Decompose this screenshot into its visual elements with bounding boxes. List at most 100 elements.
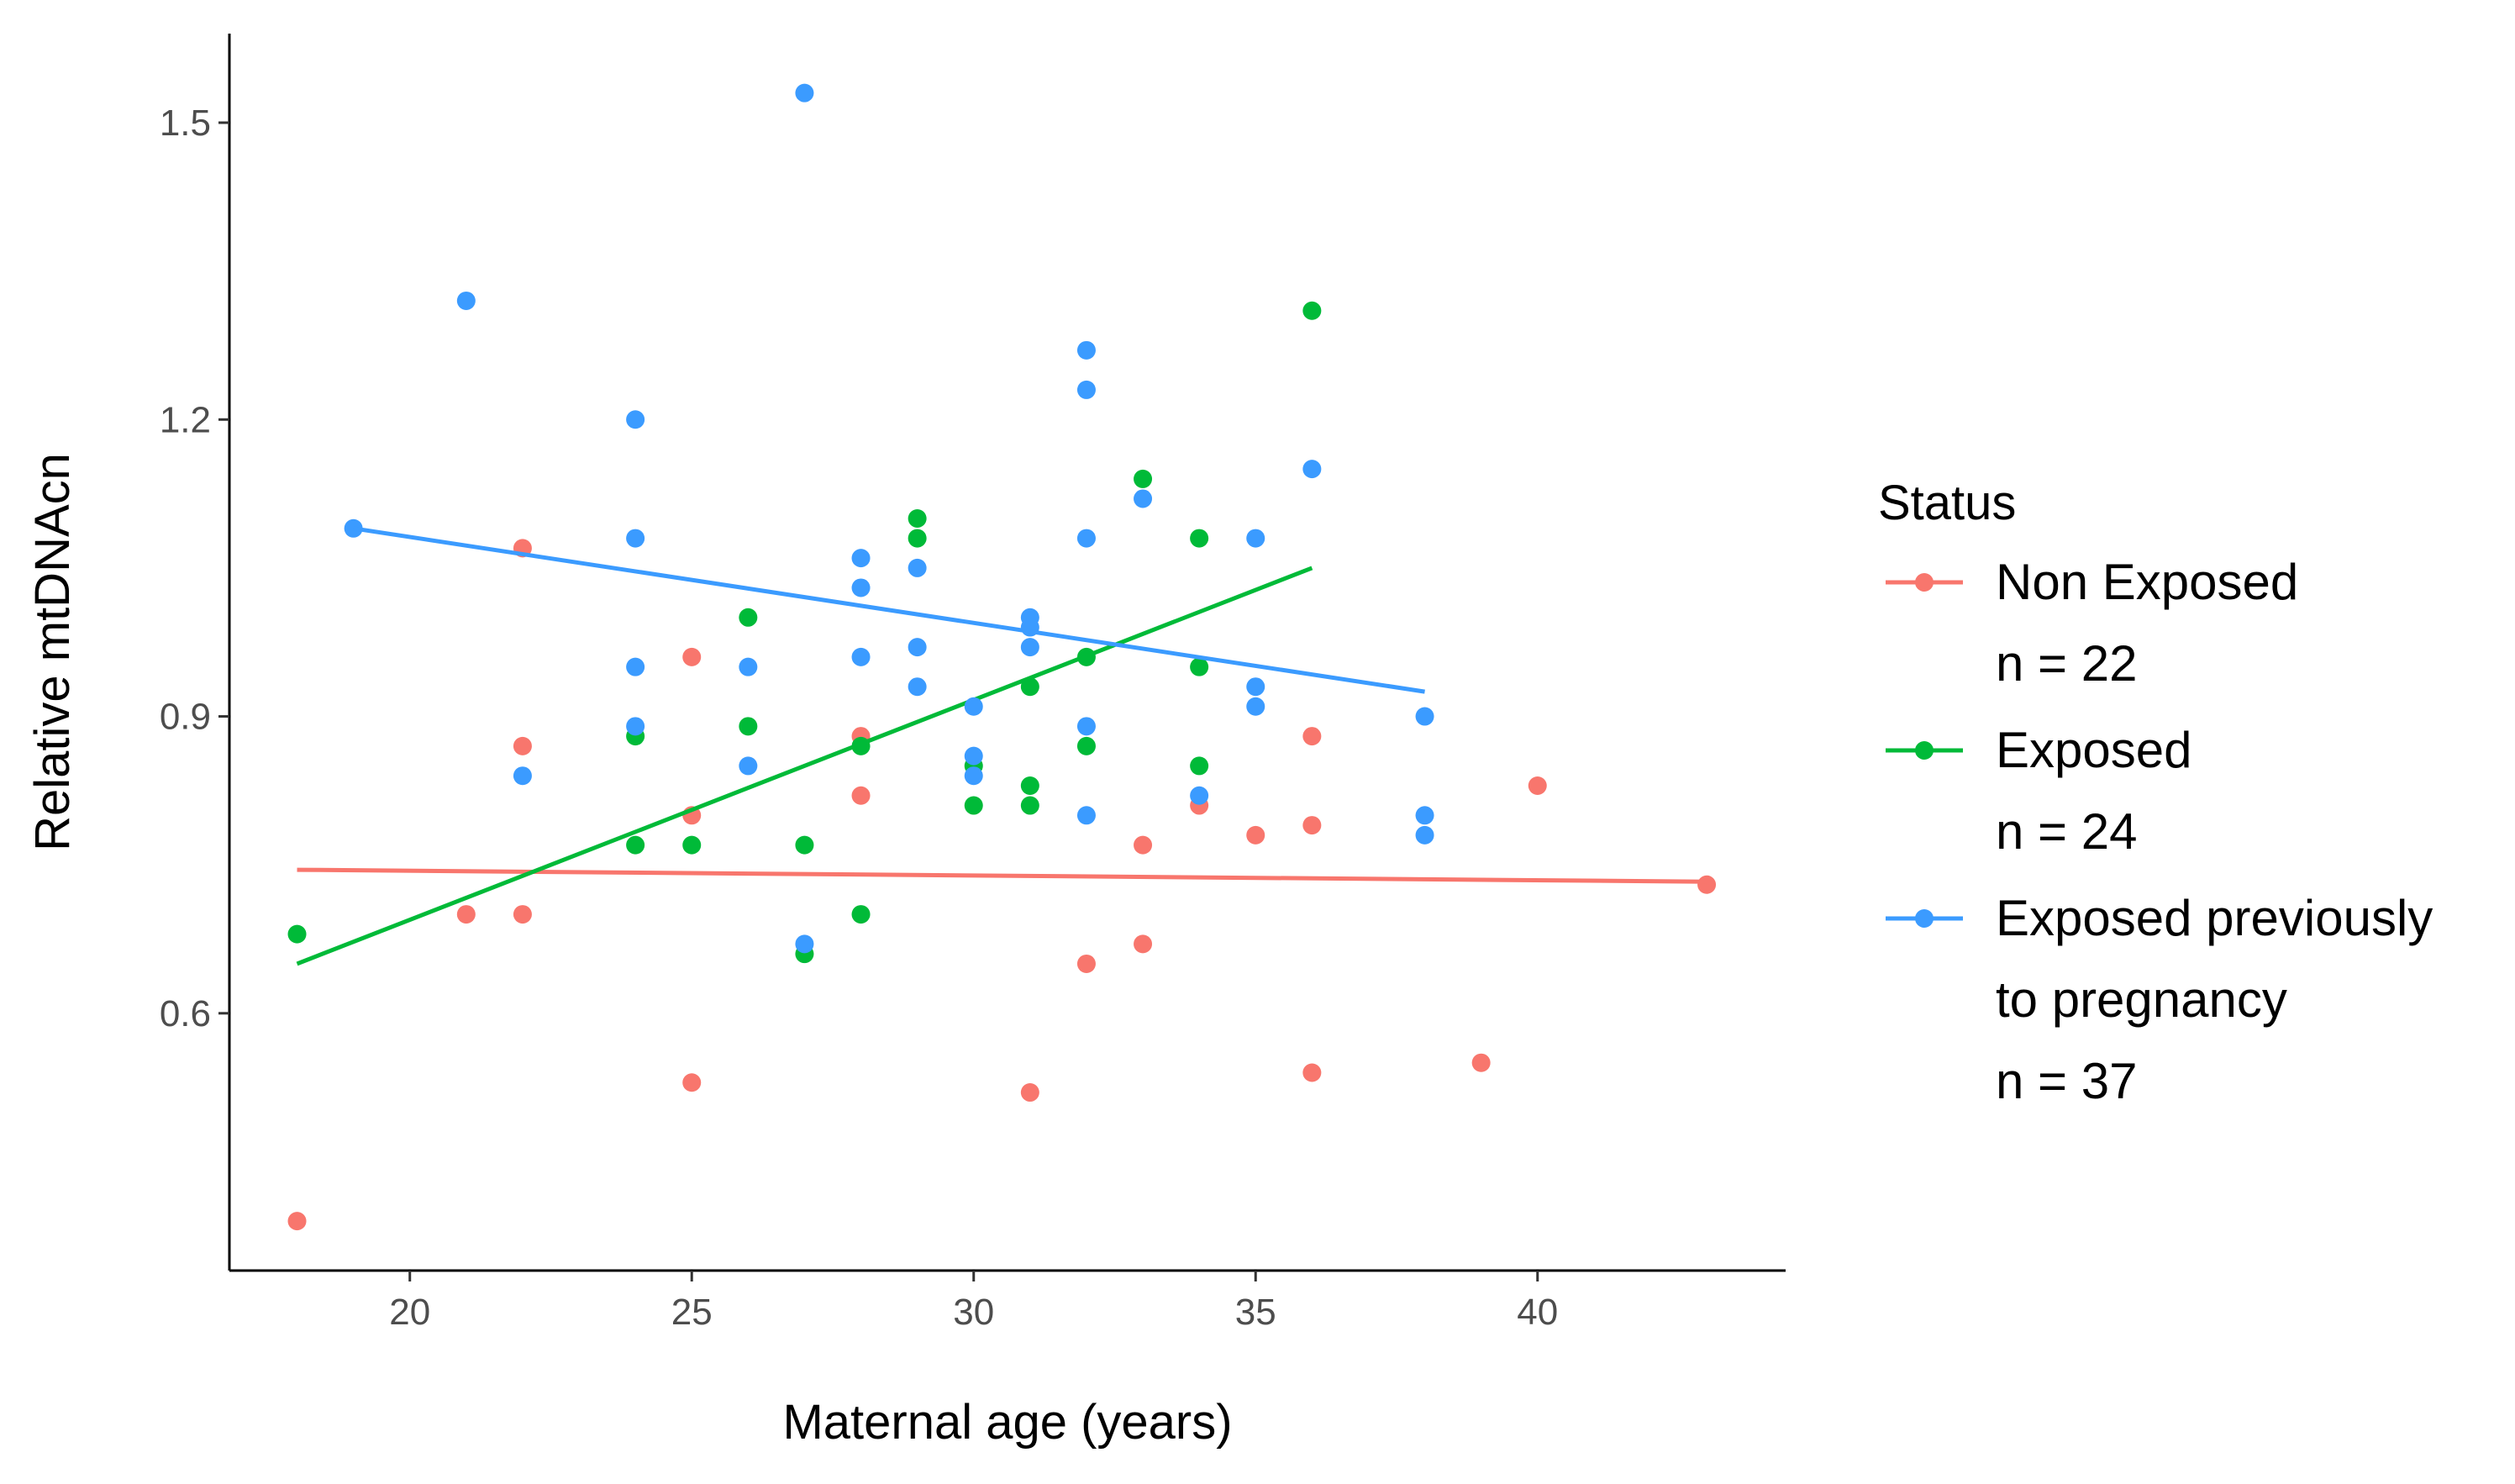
data-point — [1528, 776, 1547, 795]
data-point — [964, 746, 983, 766]
data-point — [1415, 825, 1434, 845]
data-point — [287, 924, 307, 944]
x-tick-label: 25 — [671, 1292, 713, 1333]
legend-key — [1886, 741, 1963, 760]
x-axis-title: Maternal age (years) — [782, 1395, 1232, 1450]
data-point — [1020, 796, 1039, 815]
x-tick-label: 35 — [1235, 1292, 1276, 1333]
data-point — [456, 291, 476, 310]
data-point — [682, 835, 702, 855]
legend-key-dot — [1915, 909, 1934, 928]
legend-key-dot — [1915, 573, 1934, 592]
series-group — [344, 83, 1434, 954]
data-point — [1697, 875, 1717, 894]
data-point — [626, 657, 645, 676]
data-point — [851, 549, 871, 568]
y-tick-label: 1.2 — [160, 399, 211, 440]
data-point — [287, 1212, 307, 1231]
data-point — [964, 766, 983, 786]
legend-key-dot — [1915, 741, 1934, 760]
data-point — [1471, 1053, 1491, 1072]
legend-label: n = 24 — [1996, 803, 2138, 860]
data-point — [1246, 825, 1265, 845]
trend-line — [353, 526, 1425, 694]
y-axis-title: Relative mtDNAcn — [25, 453, 80, 851]
x-tick-label: 20 — [389, 1292, 430, 1333]
data-point — [795, 835, 814, 855]
series-group — [287, 301, 1322, 966]
data-point — [626, 835, 645, 855]
data-point — [626, 410, 645, 429]
x-tick-label: 30 — [953, 1292, 994, 1333]
data-point — [682, 1073, 702, 1092]
data-point — [739, 608, 758, 627]
data-point — [795, 934, 814, 954]
data-point — [626, 529, 645, 548]
trend-line — [296, 566, 1313, 966]
data-point — [1020, 776, 1039, 795]
plot-area — [287, 83, 1717, 1231]
data-point — [851, 786, 871, 805]
y-tick-label: 0.6 — [160, 993, 211, 1034]
data-point — [1076, 380, 1096, 399]
data-point — [908, 558, 927, 577]
data-point — [1134, 835, 1153, 855]
data-point — [1302, 1063, 1322, 1082]
data-point — [739, 717, 758, 736]
data-point — [1134, 934, 1153, 954]
data-point — [513, 766, 532, 786]
data-point — [1134, 469, 1153, 488]
data-point — [1302, 460, 1322, 479]
data-point — [1246, 697, 1265, 716]
legend-label: Exposed previously — [1996, 890, 2433, 946]
data-point — [1190, 756, 1209, 776]
data-point — [1246, 529, 1265, 548]
data-point — [513, 736, 532, 755]
data-point — [1190, 786, 1209, 805]
legend-title: Status — [1878, 476, 2016, 530]
data-point — [1134, 489, 1153, 508]
data-point — [739, 756, 758, 776]
data-point — [1020, 677, 1039, 697]
data-point — [513, 905, 532, 924]
data-point — [908, 638, 927, 657]
data-point — [851, 578, 871, 597]
legend-label: Non Exposed — [1996, 554, 2298, 610]
data-point — [1415, 806, 1434, 825]
y-ticks: 0.6 0.9 1.2 1.5 — [160, 103, 229, 1034]
data-point — [1302, 727, 1322, 746]
data-point — [1246, 677, 1265, 697]
y-tick-label: 0.9 — [160, 697, 211, 738]
x-ticks: 20 25 30 35 40 — [389, 1271, 1558, 1333]
data-point — [456, 905, 476, 924]
y-tick-label: 1.5 — [160, 103, 211, 144]
data-point — [908, 677, 927, 697]
data-point — [626, 717, 645, 736]
data-point — [851, 647, 871, 666]
data-point — [1076, 806, 1096, 825]
data-point — [1076, 736, 1096, 755]
data-point — [1020, 638, 1039, 657]
data-point — [908, 529, 927, 548]
axes — [228, 34, 1786, 1272]
data-point — [1076, 954, 1096, 973]
data-point — [1302, 301, 1322, 320]
data-point — [1076, 717, 1096, 736]
legend: Status Non Exposed n = 22 Exposed n = 24 Exp… — [1878, 476, 2433, 1109]
data-point — [1415, 707, 1434, 726]
data-point — [1302, 816, 1322, 835]
data-point — [964, 796, 983, 815]
data-point — [739, 657, 758, 676]
legend-label: to pregnancy — [1996, 971, 2287, 1028]
data-point — [1076, 340, 1096, 360]
x-tick-label: 40 — [1517, 1292, 1558, 1333]
legend-label: n = 37 — [1996, 1053, 2138, 1109]
legend-key — [1886, 573, 1963, 592]
data-point — [851, 905, 871, 924]
data-point — [795, 83, 814, 103]
legend-key — [1886, 909, 1963, 928]
legend-label: Exposed — [1996, 722, 2192, 778]
data-point — [908, 509, 927, 529]
data-point — [1190, 657, 1209, 676]
